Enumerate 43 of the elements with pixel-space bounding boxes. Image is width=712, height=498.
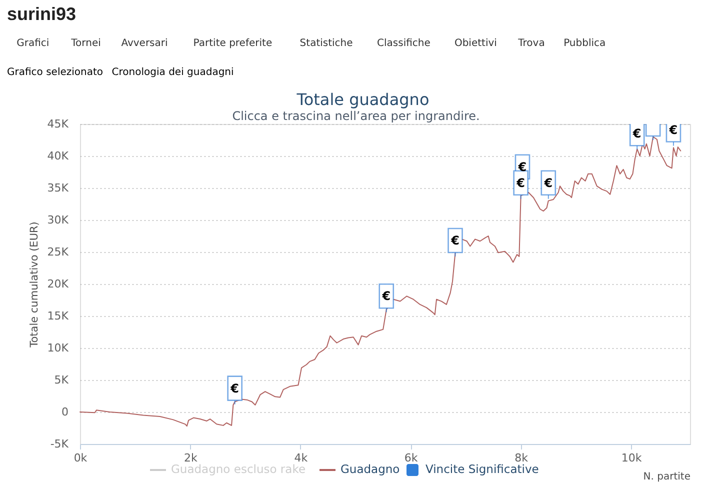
- y-axis-title: Totale cumulativo (EUR): [28, 222, 40, 348]
- chart-title: Totale guadagno: [296, 90, 430, 109]
- text: Avversari: [121, 38, 168, 49]
- text: Grafici: [16, 38, 50, 49]
- text: Statistiche: [300, 38, 353, 49]
- text: Tornei: [70, 38, 101, 49]
- y-tick-label: 15K: [47, 310, 70, 322]
- data-label: €: [450, 233, 460, 248]
- text: Grafico selezionato: [7, 67, 104, 78]
- data-label: €: [381, 289, 391, 304]
- y-tick-label: 5K: [54, 374, 70, 386]
- y-tick-label: 45K: [47, 118, 70, 130]
- y-tick-label: 40K: [47, 150, 70, 162]
- x-tick-label: 0k: [74, 452, 88, 464]
- text: Cronologia dei guadagni: [112, 67, 234, 78]
- text: Partite preferite: [193, 38, 272, 49]
- x-tick-label: 8k: [514, 452, 529, 464]
- text: Pubblica: [564, 38, 606, 49]
- y-tick-label: 20K: [47, 278, 70, 290]
- y-tick-label: 0: [62, 406, 68, 418]
- data-label: €: [517, 160, 527, 174]
- x-axis-title: N. partite: [643, 472, 690, 482]
- y-tick-label: 10K: [47, 342, 70, 354]
- x-tick-label: 2k: [184, 452, 198, 464]
- text: Classifiche: [377, 38, 430, 49]
- x-tick-label: 10k: [621, 452, 642, 464]
- y-tick-label: 30K: [47, 214, 70, 226]
- data-label: €: [516, 176, 526, 190]
- text: surini93: [7, 4, 76, 24]
- y-tick-label: 25K: [47, 246, 70, 258]
- legend-label: Vincite Significative: [426, 462, 539, 476]
- x-tick-label: 6k: [404, 452, 418, 464]
- x-tick-label: 4k: [294, 452, 308, 464]
- data-label: €: [230, 381, 240, 396]
- text: Obiettivi: [454, 38, 497, 49]
- data-label: €: [543, 176, 553, 190]
- legend-label: Guadagno: [340, 462, 400, 476]
- chart-subtitle: Clicca e trascina nell’area per ingrandire.: [232, 109, 480, 123]
- y-tick-label: 35K: [47, 182, 70, 194]
- text: Trova: [517, 38, 545, 49]
- y-tick-label: -5K: [50, 438, 70, 450]
- data-label: €: [632, 126, 642, 141]
- data-label: €: [668, 122, 678, 137]
